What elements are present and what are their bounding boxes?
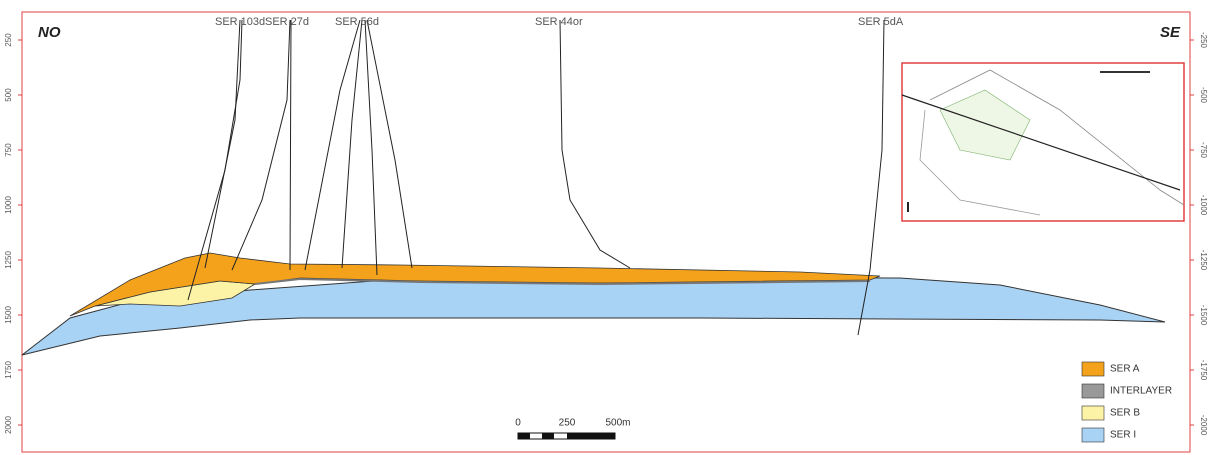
depth-label: -250 bbox=[1199, 32, 1208, 49]
legend-label: SER A bbox=[1110, 364, 1140, 375]
legend-label: INTERLAYER bbox=[1110, 386, 1172, 397]
depth-label: 750 bbox=[4, 143, 13, 157]
depth-label: -500 bbox=[1199, 87, 1208, 104]
depth-label: 500 bbox=[4, 88, 13, 102]
depth-label: 1000 bbox=[4, 196, 13, 214]
depth-label: -1750 bbox=[1199, 360, 1208, 381]
depth-label: -1500 bbox=[1199, 305, 1208, 326]
depth-label: -750 bbox=[1199, 142, 1208, 159]
well-label: SER 27d bbox=[265, 16, 309, 28]
legend-swatch bbox=[1082, 428, 1104, 442]
legend-swatch bbox=[1082, 362, 1104, 376]
well-label: SER 56d bbox=[335, 16, 379, 28]
depth-label: 2000 bbox=[4, 416, 13, 434]
legend-swatch bbox=[1082, 406, 1104, 420]
depth-label: -1250 bbox=[1199, 250, 1208, 271]
legend-label: SER I bbox=[1110, 430, 1136, 441]
depth-label: -1000 bbox=[1199, 195, 1208, 216]
right-direction: SE bbox=[1160, 24, 1181, 41]
depth-label: 250 bbox=[4, 33, 13, 47]
legend-label: SER B bbox=[1110, 408, 1140, 419]
left-direction: NO bbox=[38, 24, 61, 41]
legend-swatch bbox=[1082, 384, 1104, 398]
scale-label: 500m bbox=[605, 418, 630, 429]
scale-label: 0 bbox=[515, 418, 521, 429]
depth-label: 1500 bbox=[4, 306, 13, 324]
depth-label: -2000 bbox=[1199, 415, 1208, 436]
scale-label: 250 bbox=[559, 418, 576, 429]
depth-label: 1750 bbox=[4, 361, 13, 379]
cross-section: NO SE SER 103d SER 27d SER 56d SER 44or … bbox=[0, 0, 1213, 455]
well-label: SER 44or bbox=[535, 16, 583, 28]
inset-map bbox=[902, 63, 1184, 221]
well-label: SER 103d bbox=[215, 16, 265, 28]
well-label: SER 5dA bbox=[858, 16, 904, 28]
depth-label: 1250 bbox=[4, 251, 13, 269]
